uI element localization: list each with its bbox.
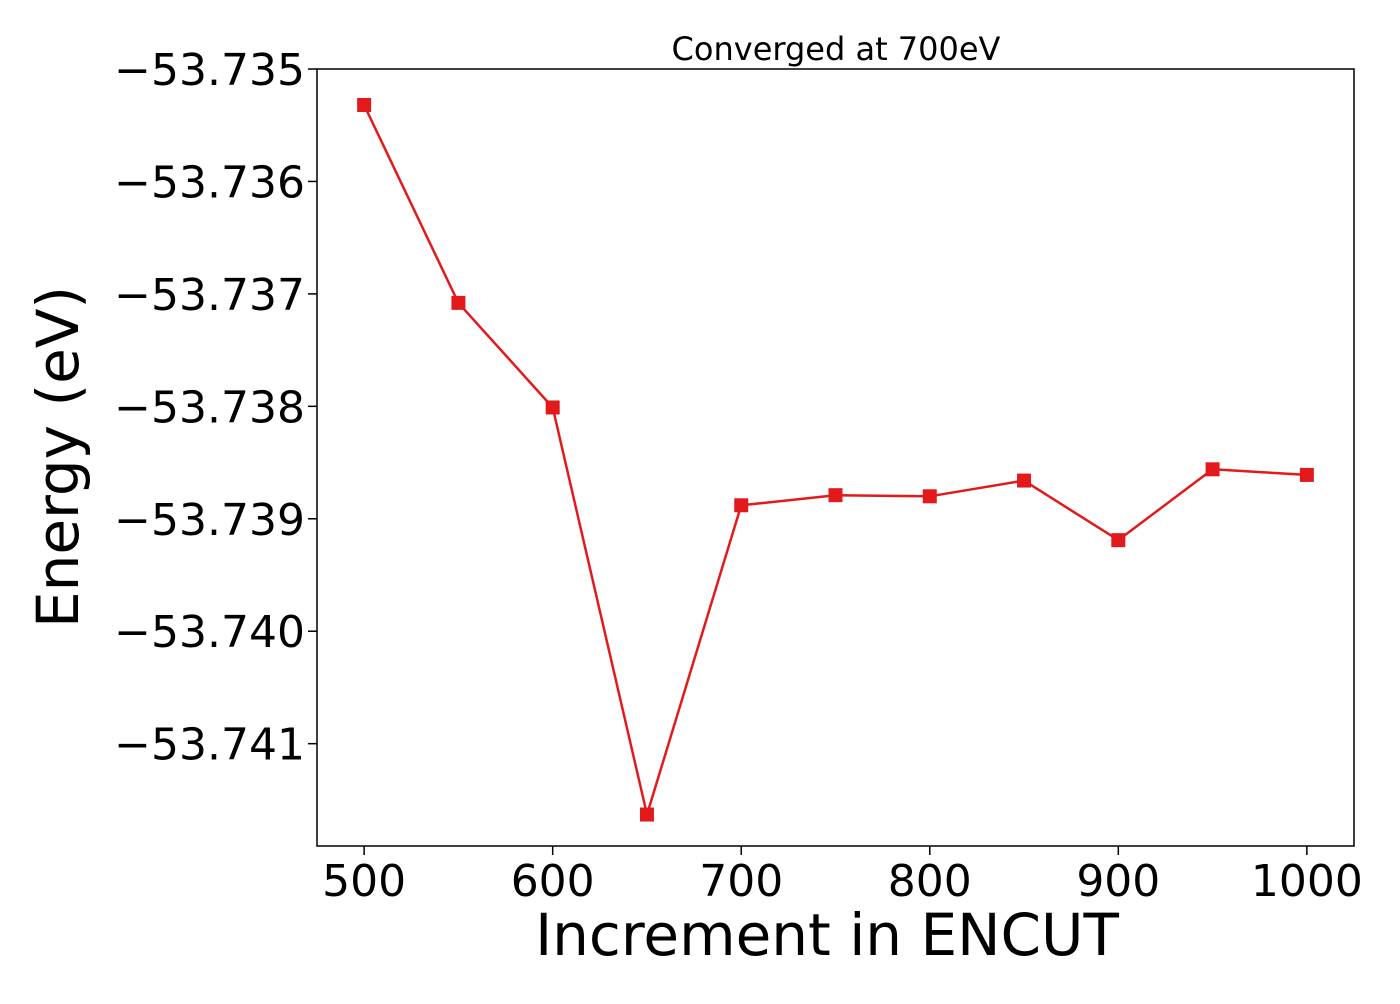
- y-tick-label: −53.740: [114, 607, 305, 658]
- plot-frame: [316, 68, 1355, 847]
- series-line: [362, 104, 1307, 816]
- y-tick-label: −53.739: [114, 495, 305, 546]
- y-axis-label: Energy (eV): [24, 286, 92, 628]
- x-tick-label: 800: [888, 856, 972, 907]
- data-point: [828, 488, 843, 503]
- data-point: [1299, 467, 1314, 482]
- x-axis-ticks: 500 600 700 800 900 1000: [322, 846, 1363, 907]
- data-point: [1111, 533, 1126, 548]
- data-point: [545, 400, 560, 415]
- data-point: [451, 295, 466, 310]
- y-tick-label: −53.736: [114, 157, 305, 208]
- data-point: [734, 498, 749, 513]
- y-tick-label: −53.738: [114, 382, 305, 433]
- chart-title: Converged at 700eV: [672, 30, 1001, 68]
- y-axis-ticks: −53.735 −53.736 −53.737 −53.738 −53.739 −53.7…: [114, 45, 317, 771]
- data-point: [639, 807, 654, 822]
- y-tick-label: −53.741: [114, 720, 305, 771]
- plot-series: [357, 97, 1314, 822]
- data-point: [1205, 462, 1220, 477]
- x-tick-label: 700: [699, 856, 783, 907]
- y-tick-label: −53.737: [114, 270, 305, 321]
- x-tick-label: 600: [511, 856, 595, 907]
- x-tick-label: 900: [1076, 856, 1160, 907]
- x-axis-label: Increment in ENCUT: [535, 901, 1119, 969]
- y-tick-label: −53.735: [114, 45, 305, 96]
- data-point: [357, 97, 372, 112]
- x-tick-label: 1000: [1251, 856, 1363, 907]
- data-point: [922, 489, 937, 504]
- data-point: [1017, 473, 1032, 488]
- x-tick-label: 500: [322, 856, 406, 907]
